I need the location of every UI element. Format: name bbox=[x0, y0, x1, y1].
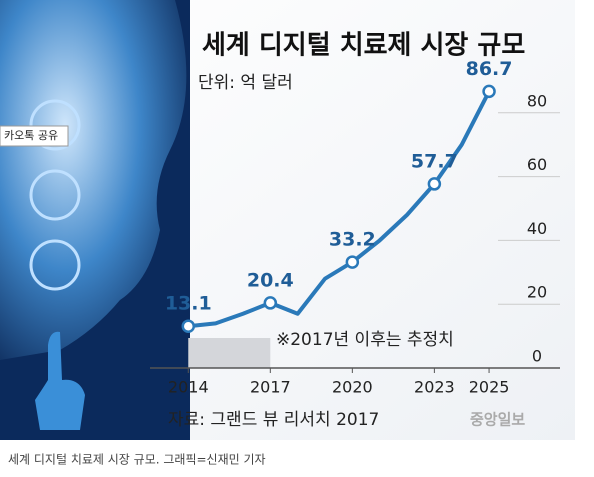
marker bbox=[427, 177, 442, 191]
hand-illustration bbox=[35, 331, 85, 430]
x-tick-label: 2020 bbox=[332, 378, 373, 397]
x-tick-label: 2023 bbox=[414, 378, 455, 397]
data-label: 57.7 bbox=[411, 150, 458, 172]
y-tick-label: 60 bbox=[527, 155, 547, 174]
icon-circle bbox=[29, 99, 81, 151]
icon-circle bbox=[29, 169, 81, 221]
share-button[interactable] bbox=[0, 125, 69, 147]
y-tick-label: 0 bbox=[532, 347, 542, 366]
data-label: 86.7 bbox=[466, 58, 513, 80]
y-tick-label: 40 bbox=[527, 219, 547, 238]
y-tick-label: 80 bbox=[527, 91, 547, 110]
x-tick-label: 2014 bbox=[168, 378, 209, 397]
icon-circle bbox=[29, 239, 81, 291]
annotation: ※2017년 이후는 추정치 bbox=[276, 330, 454, 350]
caption: 세계 디지털 치료제 시장 규모. 그래픽=신재민 기자 bbox=[8, 453, 266, 467]
x-tick-label: 2025 bbox=[469, 378, 510, 397]
head-illustration bbox=[0, 0, 187, 360]
data-label: 13.1 bbox=[165, 293, 212, 315]
data-label: 20.4 bbox=[247, 269, 294, 291]
chart-title: 세계 디지털 치료제 시장 규모 bbox=[202, 31, 525, 61]
x-tick-label: 2017 bbox=[250, 378, 291, 397]
y-tick-label: 20 bbox=[527, 283, 547, 302]
share-button-label[interactable]: 카오톡 공유 bbox=[4, 129, 58, 142]
actual-range-shade bbox=[188, 338, 271, 368]
marker bbox=[345, 255, 360, 269]
chart-subtitle: 단위: 억 달러 bbox=[198, 73, 293, 93]
marker bbox=[263, 296, 278, 310]
line bbox=[188, 90, 491, 329]
data-label: 33.2 bbox=[329, 229, 376, 251]
marker bbox=[482, 84, 496, 99]
logo: 중앙일보 bbox=[470, 411, 525, 429]
marker bbox=[181, 319, 196, 333]
source: 자료: 그랜드 뷰 리서치 2017 bbox=[168, 410, 379, 430]
